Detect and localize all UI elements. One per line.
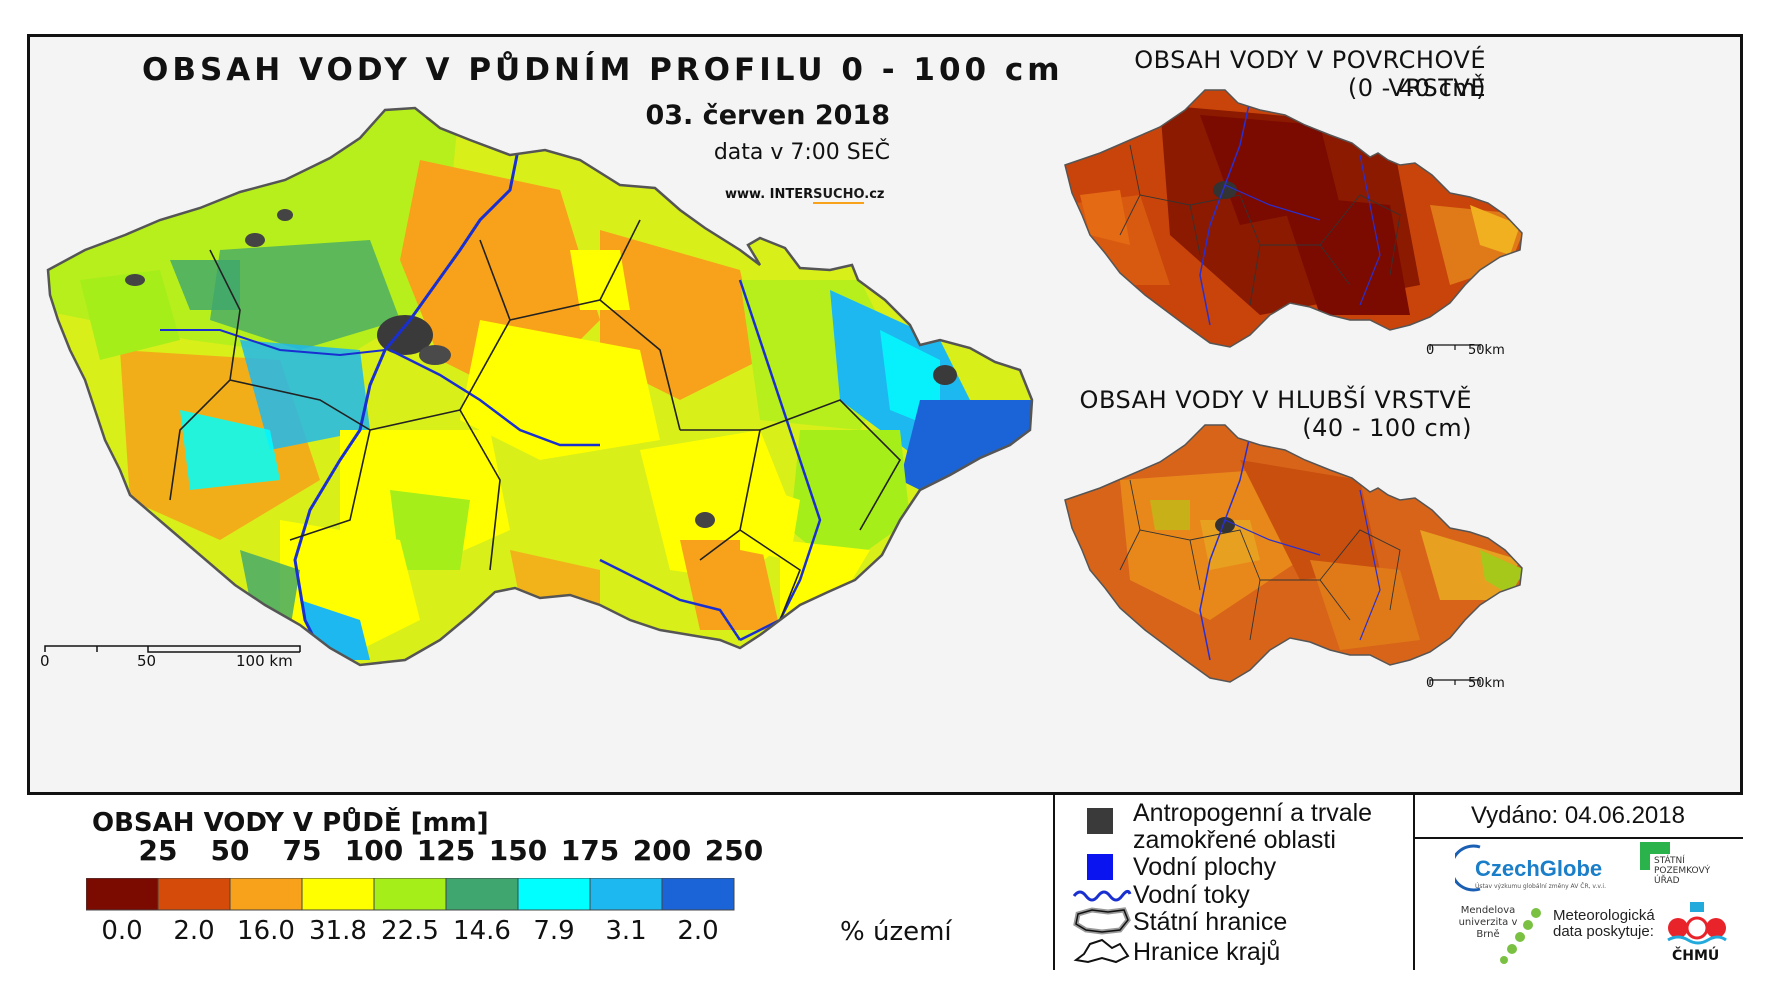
main-scale-100: 100 km (236, 652, 293, 670)
main-map-date: 03. červen 2018 (645, 100, 890, 131)
legend-percent-label: 14.6 (453, 916, 511, 946)
legend-threshold-label: 25 (138, 834, 178, 867)
legend-divider (1053, 792, 1055, 970)
legend-percent-label: 22.5 (381, 916, 439, 946)
met-data-note: Meteorologická data poskytuje: (1553, 907, 1655, 940)
legend-title: OBSAH VODY V PŮDĚ [mm] (92, 808, 489, 838)
deep-layer-map (1064, 424, 1523, 685)
legend-threshold-label: 75 (282, 834, 322, 867)
legend-percent-label: 0.0 (101, 916, 143, 946)
legend-threshold-label: 250 (704, 834, 764, 867)
legend-threshold-label: 100 (344, 834, 404, 867)
legend-percent-label: 2.0 (173, 916, 215, 946)
legend-state-border: Státní hranice (1133, 908, 1288, 936)
legend-anthropogenic: Antropogenní a trvale zamokřené oblasti (1133, 799, 1373, 854)
river-symbol (1072, 889, 1132, 902)
percent-unit: % území (840, 917, 952, 947)
legend-threshold-label: 150 (488, 834, 548, 867)
czechglobe-logo (1455, 844, 1481, 892)
issued-date: Vydáno: 04.06.2018 (1471, 802, 1685, 829)
legend-percent-label: 2.0 (677, 916, 719, 946)
mendelu-logo (1500, 908, 1541, 964)
anthropogenic-swatch (1087, 808, 1113, 834)
main-map-time-note: data v 7:00 SEČ (713, 140, 890, 165)
spu-name: STÁTNÍ POZEMKOVÝ ÚŘAD (1654, 856, 1711, 886)
legend-threshold-label: 175 (560, 834, 620, 867)
chmu-logo (1667, 902, 1727, 945)
website-suffix: .cz (864, 187, 885, 202)
legend-percent-label: 16.0 (237, 916, 295, 946)
main-scale-50: 50 (137, 652, 157, 670)
surface-scale-50: 50km (1468, 343, 1505, 358)
deep-scale-0: 0 (1426, 676, 1435, 691)
water-bodies-swatch (1087, 854, 1113, 880)
issued-divider (1413, 837, 1743, 839)
region-border-symbol (1073, 938, 1130, 964)
czechglobe-name: CzechGlobe (1475, 856, 1603, 881)
deep-map-title: OBSAH VODY V HLUBŠÍ VRSTVĚ (1079, 386, 1472, 414)
legend-threshold-label: 50 (210, 834, 250, 867)
legend-class-swatch (445, 878, 519, 911)
legend-class-swatch (86, 878, 159, 911)
legend-threshold-label: 125 (416, 834, 476, 867)
website-highlight: SUCHO (813, 187, 865, 204)
legend-class-swatch (517, 878, 591, 911)
legend-class-swatch (661, 878, 735, 911)
main-scale-bar (44, 645, 301, 653)
legend-color-bar (86, 878, 735, 911)
legend-class-swatch (229, 878, 303, 911)
spu-logo-stem (1640, 842, 1650, 870)
deep-scale-50: 50km (1468, 676, 1505, 691)
main-map-title: OBSAH VODY V PŮDNÍM PROFILU 0 - 100 cm (142, 52, 1064, 88)
legend-water-bodies: Vodní plochy (1133, 853, 1277, 881)
surface-map-range: (0 - 40 cm) (1347, 74, 1486, 102)
legend-class-swatch (373, 878, 447, 911)
surface-map-title: OBSAH VODY V POVRCHOVÉ VRSTVĚ (1134, 46, 1486, 102)
legend-class-swatch (589, 878, 663, 911)
state-border-symbol (1073, 907, 1131, 935)
main-soil-moisture-map (44, 106, 1034, 667)
legend-percent-label: 3.1 (605, 916, 647, 946)
chmu-name: ČHMÚ (1672, 948, 1720, 964)
legend-percent-label: 31.8 (309, 916, 367, 946)
surface-layer-map (1064, 89, 1523, 350)
legend-threshold-label: 200 (632, 834, 692, 867)
website-prefix: www. INTER (725, 187, 814, 202)
intersucho-link[interactable]: www. INTERSUCHO.cz (725, 187, 885, 204)
legend-class-swatch (157, 878, 231, 911)
legend-rivers: Vodní toky (1133, 881, 1250, 909)
czechglobe-subtitle: Ústav výzkumu globální změny AV ČR, v.v.… (1475, 883, 1606, 890)
legend-divider (1413, 792, 1415, 970)
main-scale-0: 0 (40, 652, 50, 670)
deep-scale-bar (1429, 679, 1481, 685)
surface-scale-bar (1429, 344, 1481, 350)
legend-region-borders: Hranice krajů (1133, 938, 1281, 966)
mendelu-name: Mendelova univerzita v Brně (1458, 905, 1518, 940)
deep-map-range: (40 - 100 cm) (1302, 414, 1472, 442)
surface-scale-0: 0 (1426, 343, 1435, 358)
legend-percent-label: 7.9 (533, 916, 575, 946)
legend-class-swatch (301, 878, 375, 911)
